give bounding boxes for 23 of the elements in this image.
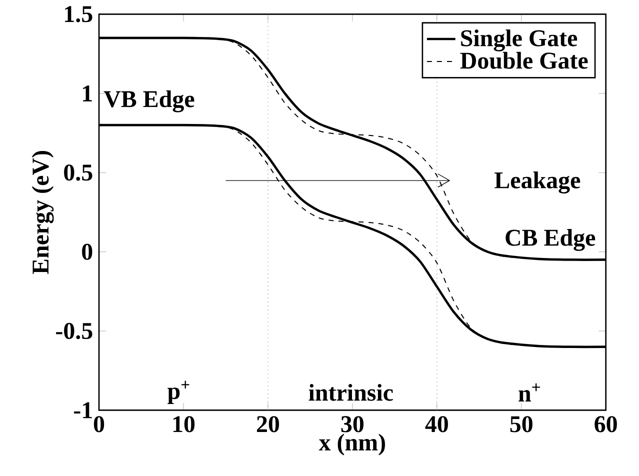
y-axis-title: Energy (eV) <box>32 151 54 274</box>
y-tick-label: 1 <box>83 85 92 102</box>
legend-label: Single Gate <box>461 29 578 52</box>
x-tick-label: 40 <box>425 416 448 432</box>
annotation: p$^{+}$ <box>168 380 190 404</box>
x-tick-label: 20 <box>256 416 280 432</box>
annotation: n$^{+}$ <box>518 383 540 402</box>
x-tick-label: 10 <box>173 416 195 432</box>
annotation: intrinsic <box>308 384 393 401</box>
y-tick-label: -1 <box>74 402 92 418</box>
legend-label: Double Gate <box>460 52 588 69</box>
y-tick-label: 1.5 <box>65 6 92 22</box>
y-tick-label: 0 <box>82 244 92 260</box>
y-tick-label: 0.5 <box>64 164 92 181</box>
y-tick-label: -0.5 <box>56 322 92 340</box>
x-tick-label: 50 <box>510 416 532 432</box>
x-tick-label: 0 <box>94 416 104 432</box>
annotation: VB Edge <box>104 90 194 112</box>
x-tick-label: 30 <box>341 416 364 432</box>
annotation: CB Edge <box>506 228 596 251</box>
annotation: Leakage <box>494 172 580 194</box>
x-tick-label: 60 <box>594 416 617 432</box>
x-axis-title: x (nm) <box>318 434 385 456</box>
